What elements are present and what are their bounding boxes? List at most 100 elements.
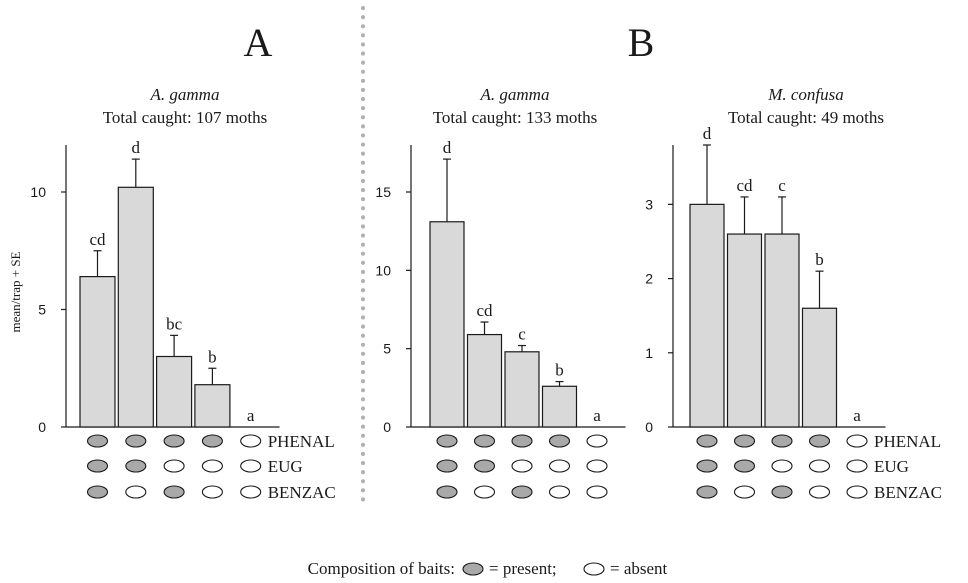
bait-dot	[511, 434, 533, 448]
y-axis-label: mean/trap + SE	[8, 251, 23, 332]
y-tick-label: 0	[38, 419, 46, 435]
y-tick-label: 5	[38, 302, 46, 318]
bait-dot	[733, 434, 756, 448]
significance-label: a	[593, 406, 601, 425]
bait-dot	[771, 434, 793, 448]
legend-absent-swatch	[583, 562, 605, 576]
significance-label: a	[247, 406, 255, 425]
bait-dot	[586, 434, 608, 448]
y-tick-label: 15	[375, 184, 391, 200]
bait-dot	[808, 434, 831, 448]
chart-1: A. gamma Total caught: 107 moths 0 5 10 cd d bc…	[30, 85, 335, 502]
bar	[504, 351, 540, 428]
bait-dot	[511, 459, 533, 473]
bar	[117, 186, 154, 428]
bait-dot	[240, 485, 262, 499]
bait-dot	[473, 485, 496, 499]
y-tick-label: 10	[30, 184, 46, 200]
bait-dot	[771, 459, 793, 473]
bait-dot	[696, 485, 718, 499]
bait-dot	[808, 459, 831, 473]
legend: Composition of baits: = present; = absen…	[308, 559, 668, 578]
chart-title: Total caught: 107 moths	[103, 108, 268, 127]
bait-dot	[125, 459, 147, 473]
bait-dot	[436, 459, 458, 473]
bait-dot	[586, 485, 608, 499]
significance-label: d	[703, 124, 712, 143]
chart-title: Total caught: 133 moths	[433, 108, 598, 127]
bait-dot	[473, 459, 496, 473]
legend-absent-label: = absent	[610, 559, 668, 578]
chart-species: A. gamma	[480, 85, 550, 104]
bait-row-label: BENZAC	[268, 483, 336, 502]
bar	[801, 307, 838, 428]
significance-label: bc	[166, 314, 183, 333]
bait-dot	[733, 459, 756, 473]
bait-dot	[808, 485, 831, 499]
significance-label: c	[778, 176, 786, 195]
bar	[79, 276, 116, 428]
panel-letter-b: B	[628, 20, 655, 65]
legend-prefix: Composition of baits:	[308, 559, 455, 578]
bait-dot	[201, 459, 223, 473]
bar	[194, 384, 231, 428]
bait-dot	[696, 459, 718, 473]
y-tick-label: 5	[383, 341, 391, 357]
bait-row-label: PHENAL	[874, 432, 941, 451]
y-tick-label: 1	[645, 345, 653, 361]
bait-row-label: BENZAC	[874, 483, 942, 502]
bait-dot	[548, 434, 571, 448]
bar	[764, 233, 800, 428]
y-tick-label: 3	[645, 196, 653, 212]
chart-species: A. gamma	[150, 85, 220, 104]
chart-2: A. gamma Total caught: 133 moths 0 5 10 15 d cd…	[375, 85, 626, 499]
bait-dot	[201, 485, 223, 499]
bait-dot	[125, 434, 147, 448]
chart-species: M. confusa	[767, 85, 844, 104]
bait-dot	[436, 485, 458, 499]
significance-label: c	[518, 325, 526, 344]
bait-dot	[846, 485, 868, 499]
bar	[541, 385, 578, 428]
significance-label: cd	[476, 301, 493, 320]
significance-label: b	[555, 361, 564, 380]
bar	[429, 221, 465, 428]
bait-dot	[846, 434, 868, 448]
bait-dot	[771, 485, 793, 499]
significance-label: a	[853, 406, 861, 425]
bait-dot	[436, 434, 458, 448]
bar	[726, 233, 763, 428]
y-tick-label: 0	[645, 419, 653, 435]
legend-present-swatch	[462, 562, 484, 576]
bait-dot	[473, 434, 496, 448]
significance-label: d	[443, 138, 452, 157]
significance-label: b	[815, 250, 824, 269]
bait-dot	[548, 485, 571, 499]
bait-dot	[201, 434, 223, 448]
bait-dot	[240, 434, 262, 448]
legend-present-label: = present;	[489, 559, 557, 578]
bait-dot	[733, 485, 756, 499]
significance-label: d	[132, 138, 141, 157]
chart-3: M. confusa Total caught: 49 moths 0 1 2 3 d cd c…	[645, 85, 942, 502]
bait-row-label: EUG	[268, 457, 303, 476]
y-tick-label: 0	[383, 419, 391, 435]
panel-letter-a: A	[244, 20, 273, 65]
y-tick-label: 2	[645, 271, 653, 287]
bar	[466, 333, 503, 428]
bait-dot	[86, 434, 109, 448]
bar	[689, 203, 725, 428]
bait-dot	[511, 485, 533, 499]
bait-row-label: EUG	[874, 457, 909, 476]
bait-dot	[163, 459, 185, 473]
significance-label: b	[208, 347, 217, 366]
bait-dot	[86, 485, 109, 499]
chart-title: Total caught: 49 moths	[728, 108, 884, 127]
bait-row-label: PHENAL	[268, 432, 335, 451]
bait-dot	[240, 459, 262, 473]
bar	[156, 355, 193, 428]
bait-dot	[163, 485, 185, 499]
bait-dot	[696, 434, 718, 448]
